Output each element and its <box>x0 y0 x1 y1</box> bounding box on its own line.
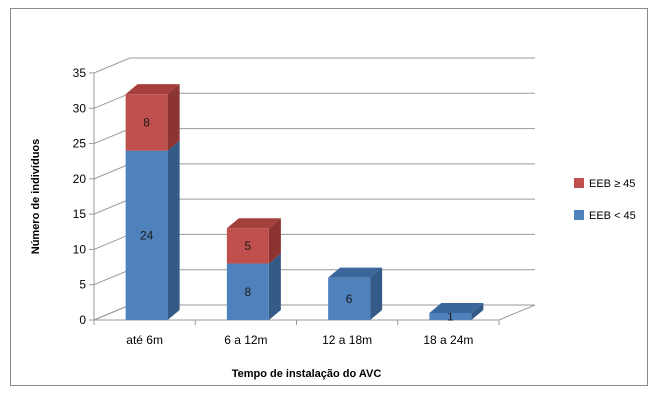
gridline-diagonal <box>93 304 131 321</box>
y-tick-label: 35 <box>73 66 87 80</box>
legend-swatch <box>574 210 584 220</box>
legend-item: EEB ≥ 45 <box>574 178 635 190</box>
bar-segment <box>429 312 472 320</box>
y-tick-label: 20 <box>73 172 87 186</box>
gridline-diagonal <box>93 128 131 145</box>
bar-segment <box>226 228 269 264</box>
gridline-diagonal <box>93 163 131 180</box>
legend-item: EEB < 45 <box>574 210 636 222</box>
data-label: 8 <box>245 285 252 299</box>
data-label: 6 <box>346 292 353 306</box>
data-label: 1 <box>447 309 454 323</box>
bar-stack: 24 8 <box>125 84 180 320</box>
bar-top <box>125 84 180 95</box>
bar-segment <box>125 150 168 320</box>
bar-side <box>268 253 281 320</box>
bar-side <box>167 84 180 151</box>
data-label: 5 <box>245 239 252 253</box>
data-label: 24 <box>140 228 154 242</box>
bar-stack: 6 <box>328 267 383 320</box>
bar-stack: 85 <box>226 218 281 320</box>
bar-top <box>429 302 484 313</box>
bar-segment <box>125 94 168 151</box>
y-tick-label: 30 <box>73 101 87 115</box>
x-tick-label: 18 a 24m <box>423 333 473 347</box>
legend-label: EEB < 45 <box>589 210 636 222</box>
x-tick-labels: até 6m 6 a 12m 12 a 18m 18 a 24m <box>126 333 473 347</box>
y-axis-title: Número de indivíduos <box>30 139 42 255</box>
bar-top <box>328 267 383 278</box>
y-tick-label: 0 <box>79 313 86 327</box>
legend: EEB ≥ 45 EEB < 45 <box>574 178 636 222</box>
y-tick-label: 5 <box>79 278 86 292</box>
chart-frame: 0 5 10 15 20 25 30 35 24 8 8 5 6 1 até 6m 6 a 12m 12 a… <box>10 8 648 386</box>
x-tick-label: até 6m <box>126 333 163 347</box>
y-tick-labels: 0 5 10 15 20 25 30 35 <box>73 66 87 327</box>
y-tick-label: 25 <box>73 137 87 151</box>
bar-side <box>471 302 484 320</box>
bar-side <box>370 267 383 320</box>
gridline-diagonal <box>93 92 131 109</box>
bar-top <box>226 218 281 229</box>
bar-stack: 1 <box>429 302 484 323</box>
gridline-diagonal <box>93 198 131 215</box>
gridline-diagonal <box>93 57 131 74</box>
gridline-diagonal <box>93 269 131 286</box>
data-label: 8 <box>143 115 150 129</box>
gridline-diagonal <box>93 233 131 250</box>
bar-side <box>268 218 281 264</box>
y-tick-label: 10 <box>73 242 87 256</box>
bar-segment <box>226 263 269 320</box>
legend-swatch <box>574 178 584 188</box>
y-tick-label: 15 <box>73 207 87 221</box>
x-tick-label: 12 a 18m <box>322 333 372 347</box>
x-axis-title: Tempo de instalação do AVC <box>232 368 382 380</box>
bar-segment <box>328 277 371 320</box>
legend-label: EEB ≥ 45 <box>589 178 635 190</box>
bar-side <box>167 140 180 320</box>
x-tick-label: 6 a 12m <box>224 333 267 347</box>
